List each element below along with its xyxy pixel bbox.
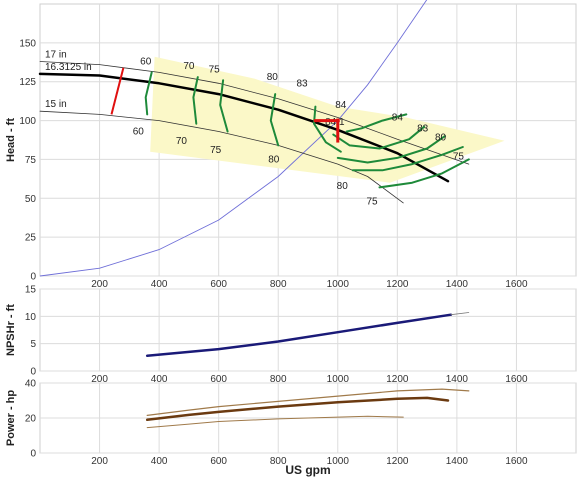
efficiency-contour-3 bbox=[269, 93, 280, 147]
npshr-ytick-label: 0 bbox=[30, 367, 36, 378]
power-ytick-label: 0 bbox=[30, 449, 36, 460]
power-xtick-label: 1600 bbox=[505, 456, 528, 467]
efficiency-label: 70 bbox=[183, 61, 195, 72]
efficiency-label: 84 bbox=[392, 112, 404, 123]
npshr-ytick-label: 10 bbox=[25, 312, 37, 323]
power-xtick-label: 200 bbox=[91, 456, 108, 467]
head-xtick-label: 600 bbox=[210, 279, 227, 290]
power-xtick-label: 800 bbox=[270, 456, 287, 467]
power-xtick-label: 1000 bbox=[327, 456, 350, 467]
head-xtick-label: 1600 bbox=[505, 279, 528, 290]
x-axis-label: US gpm bbox=[285, 463, 330, 477]
head-ytick-label: 25 bbox=[25, 233, 37, 244]
impeller-curve-label: 15 in bbox=[45, 99, 67, 110]
efficiency-contour-4 bbox=[313, 105, 342, 153]
npshr-xtick-label: 1600 bbox=[505, 374, 528, 385]
power-xtick-label: 1400 bbox=[446, 456, 469, 467]
power-series-1 bbox=[145, 396, 450, 422]
efficiency-label: 60 bbox=[133, 126, 145, 137]
npshr-y-axis-label: NPSHr - ft bbox=[5, 304, 17, 356]
power-panel: 0 20 40 200 400 600 800 1000 1200 1400 1600 Power -… bbox=[5, 379, 577, 477]
npshr-xtick-label: 400 bbox=[151, 374, 168, 385]
efficiency-contour-5 bbox=[345, 113, 408, 133]
efficiency-label: 83 bbox=[296, 78, 308, 89]
power-xtick-label: 1200 bbox=[386, 456, 409, 467]
head-xtick-label: 200 bbox=[91, 279, 108, 290]
power-series-2 bbox=[146, 415, 404, 429]
efficiency-contour-9 bbox=[378, 158, 470, 189]
efficiency-contour-7 bbox=[336, 135, 446, 164]
head-ytick-label: 100 bbox=[19, 116, 36, 127]
efficiency-label: 80 bbox=[268, 154, 280, 165]
npshr-panel: 0 5 10 15 200 400 600 800 1000 1200 1400 1600 NPSHr … bbox=[5, 285, 577, 385]
head-ytick-label: 125 bbox=[19, 77, 36, 88]
head-xtick-label: 1400 bbox=[446, 279, 469, 290]
efficiency-label: 75 bbox=[209, 64, 221, 75]
min-flow-line bbox=[110, 67, 125, 115]
system-curve bbox=[39, 0, 428, 277]
impeller-curve-label: 16.3125 in bbox=[45, 62, 92, 73]
efficiency-label: 80 bbox=[267, 72, 279, 83]
efficiency-label: 75 bbox=[366, 196, 378, 207]
npshr-xtick-label: 800 bbox=[270, 374, 287, 385]
power-ytick-label: 40 bbox=[25, 379, 37, 390]
npshr-series-0 bbox=[145, 313, 453, 357]
head-ytick-label: 50 bbox=[25, 194, 37, 205]
npshr-xtick-label: 1200 bbox=[386, 374, 409, 385]
efficiency-label: 75 bbox=[453, 151, 465, 162]
head-ytick-label: 0 bbox=[30, 272, 36, 283]
npshr-ytick-label: 5 bbox=[30, 339, 36, 350]
efficiency-contour-1 bbox=[192, 76, 199, 125]
npshr-xtick-label: 1000 bbox=[327, 374, 350, 385]
head-xtick-label: 1200 bbox=[386, 279, 409, 290]
efficiency-contour-0 bbox=[144, 71, 153, 116]
power-xtick-label: 600 bbox=[210, 456, 227, 467]
impeller-curve-0 bbox=[39, 61, 470, 165]
head-y-axis-label: Head - ft bbox=[5, 118, 17, 162]
head-xtick-label: 800 bbox=[270, 279, 287, 290]
efficiency-label: 60 bbox=[140, 57, 152, 68]
efficiency-label: 80 bbox=[337, 181, 349, 192]
head-xtick-label: 1000 bbox=[327, 279, 350, 290]
efficiency-label: 80 bbox=[435, 133, 447, 144]
head-ytick-label: 150 bbox=[19, 38, 36, 49]
npshr-xtick-label: 600 bbox=[210, 374, 227, 385]
power-series-0 bbox=[146, 388, 470, 416]
npshr-xtick-label: 200 bbox=[91, 374, 108, 385]
power-xtick-label: 400 bbox=[151, 456, 168, 467]
head-ytick-label: 75 bbox=[25, 155, 37, 166]
efficiency-label: 70 bbox=[176, 136, 188, 147]
npshr-xtick-label: 1400 bbox=[446, 374, 469, 385]
head-xtick-label: 400 bbox=[151, 279, 168, 290]
efficiency-contour-6 bbox=[332, 125, 426, 150]
efficiency-contour-2 bbox=[219, 79, 229, 133]
efficiency-contour-8 bbox=[351, 146, 464, 172]
efficiency-label: 75 bbox=[210, 145, 222, 156]
impeller-curve-label: 17 in bbox=[45, 50, 67, 61]
impeller-curve-2 bbox=[39, 110, 404, 204]
power-y-axis-label: Power - hp bbox=[5, 390, 17, 447]
efficiency-label: 84 bbox=[335, 100, 347, 111]
power-ytick-label: 20 bbox=[25, 414, 37, 425]
npshr-ytick-label: 15 bbox=[25, 285, 37, 296]
npshr-plot-area bbox=[39, 288, 577, 372]
head-panel: 0 25 50 75 100 125 150 200 400 600 800 1000 1200 1400… bbox=[5, 0, 577, 290]
npshr-series-1 bbox=[450, 312, 470, 316]
efficiency-label: 83 bbox=[417, 123, 429, 134]
efficiency-label: 84.1 bbox=[325, 117, 345, 128]
impeller-curve-1 bbox=[38, 72, 450, 183]
